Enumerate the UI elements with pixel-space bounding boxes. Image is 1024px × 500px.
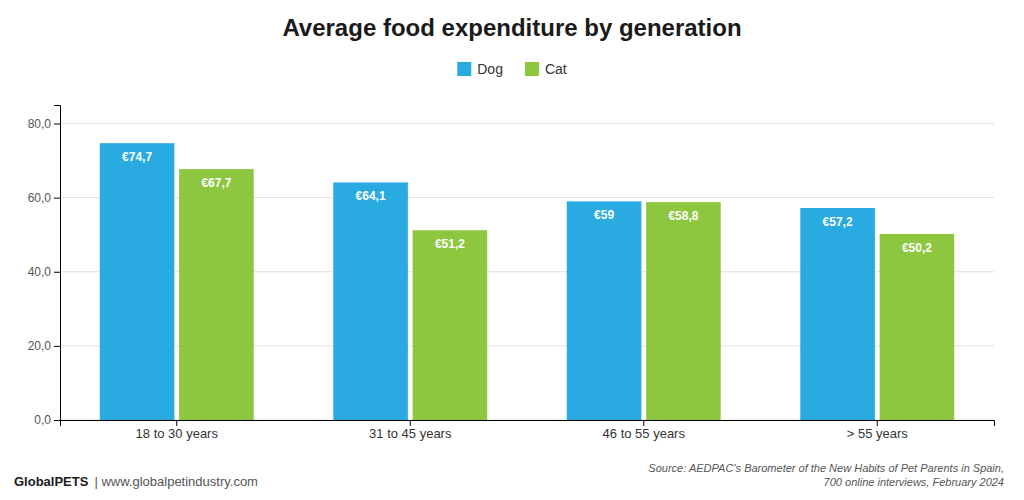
- data-label: €58,8: [668, 209, 698, 223]
- footer: GlobalPETS | www.globalpetindustry.com Sou…: [14, 462, 1004, 489]
- bar: [413, 230, 488, 420]
- tick-mark: [54, 420, 60, 421]
- tick-label: 18 to 30 years: [136, 426, 219, 441]
- bar-series: [179, 169, 954, 420]
- tick: > 55 years: [847, 420, 909, 441]
- tick-mark: [54, 272, 60, 273]
- tick-label: 80,0: [28, 117, 52, 131]
- tick-mark: [54, 124, 60, 125]
- bar: [100, 143, 175, 420]
- tick: 80,0: [28, 117, 60, 131]
- tick-mark: [54, 198, 60, 199]
- tick-label: 20,0: [28, 339, 52, 353]
- tick-mark: [643, 420, 644, 426]
- tick: 46 to 55 years: [603, 420, 686, 441]
- bar: [333, 182, 408, 420]
- grid: [60, 124, 994, 420]
- legend-label: Dog: [477, 61, 503, 77]
- legend: Dog Cat: [457, 61, 567, 77]
- tick: 60,0: [28, 191, 60, 205]
- axis-line: [61, 421, 995, 427]
- tick: 20,0: [28, 339, 60, 353]
- axis-line: [54, 106, 61, 421]
- bar: [567, 201, 642, 420]
- bar: [880, 234, 955, 420]
- legend-swatch: [457, 62, 471, 76]
- legend-swatch: [525, 62, 539, 76]
- legend-label: Cat: [545, 61, 567, 77]
- tick-mark: [176, 420, 177, 426]
- data-label: €59: [594, 208, 614, 222]
- bar: [800, 208, 875, 420]
- tick-label: 60,0: [28, 191, 52, 205]
- data-label: €57,2: [823, 215, 853, 229]
- bar: [646, 202, 721, 420]
- footer-source: 700 online interviews, February 2024: [824, 476, 1004, 488]
- data-labels: €74,7 €64,1 €59 €57,2 €67,7 €51,2 €58,8 €50,2: [122, 150, 932, 255]
- legend-item: Cat: [525, 61, 567, 77]
- tick-mark: [410, 420, 411, 426]
- tick-label: 40,0: [28, 265, 52, 279]
- tick: 31 to 45 years: [369, 420, 452, 441]
- tick: 40,0: [28, 265, 60, 279]
- y-axis: 0,0 20,0 40,0 60,0 80,0: [28, 106, 61, 428]
- x-axis: 18 to 30 years 31 to 45 years 46 to 55 yea…: [61, 420, 995, 441]
- data-label: €51,2: [435, 237, 465, 251]
- footer-brand: GlobalPETS: [14, 474, 89, 489]
- data-label: €64,1: [356, 189, 386, 203]
- tick-label: > 55 years: [847, 426, 909, 441]
- tick: 18 to 30 years: [136, 420, 219, 441]
- chart-title: Average food expenditure by generation: [282, 14, 741, 41]
- bar-series: [100, 143, 875, 420]
- tick-label: 0,0: [34, 413, 51, 427]
- bar: [179, 169, 254, 420]
- legend-item: Dog: [457, 61, 503, 77]
- tick-label: 31 to 45 years: [369, 426, 452, 441]
- tick: 0,0: [34, 413, 60, 427]
- data-label: €74,7: [122, 150, 152, 164]
- footer-source: Source: AEDPAC’s Barometer of the New Ha…: [648, 462, 1004, 474]
- plot-area: 0,0 20,0 40,0 60,0 80,0 18 to 30 years 31 to 4…: [28, 106, 995, 442]
- footer-link: | www.globalpetindustry.com: [94, 474, 258, 489]
- data-label: €50,2: [902, 241, 932, 255]
- data-label: €67,7: [201, 176, 231, 190]
- chart-svg: Average food expenditure by generation 0,…: [0, 0, 1024, 500]
- tick-mark: [877, 420, 878, 426]
- bars: [100, 143, 954, 420]
- tick-mark: [54, 346, 60, 347]
- tick-label: 46 to 55 years: [603, 426, 686, 441]
- grid-line: [60, 123, 994, 124]
